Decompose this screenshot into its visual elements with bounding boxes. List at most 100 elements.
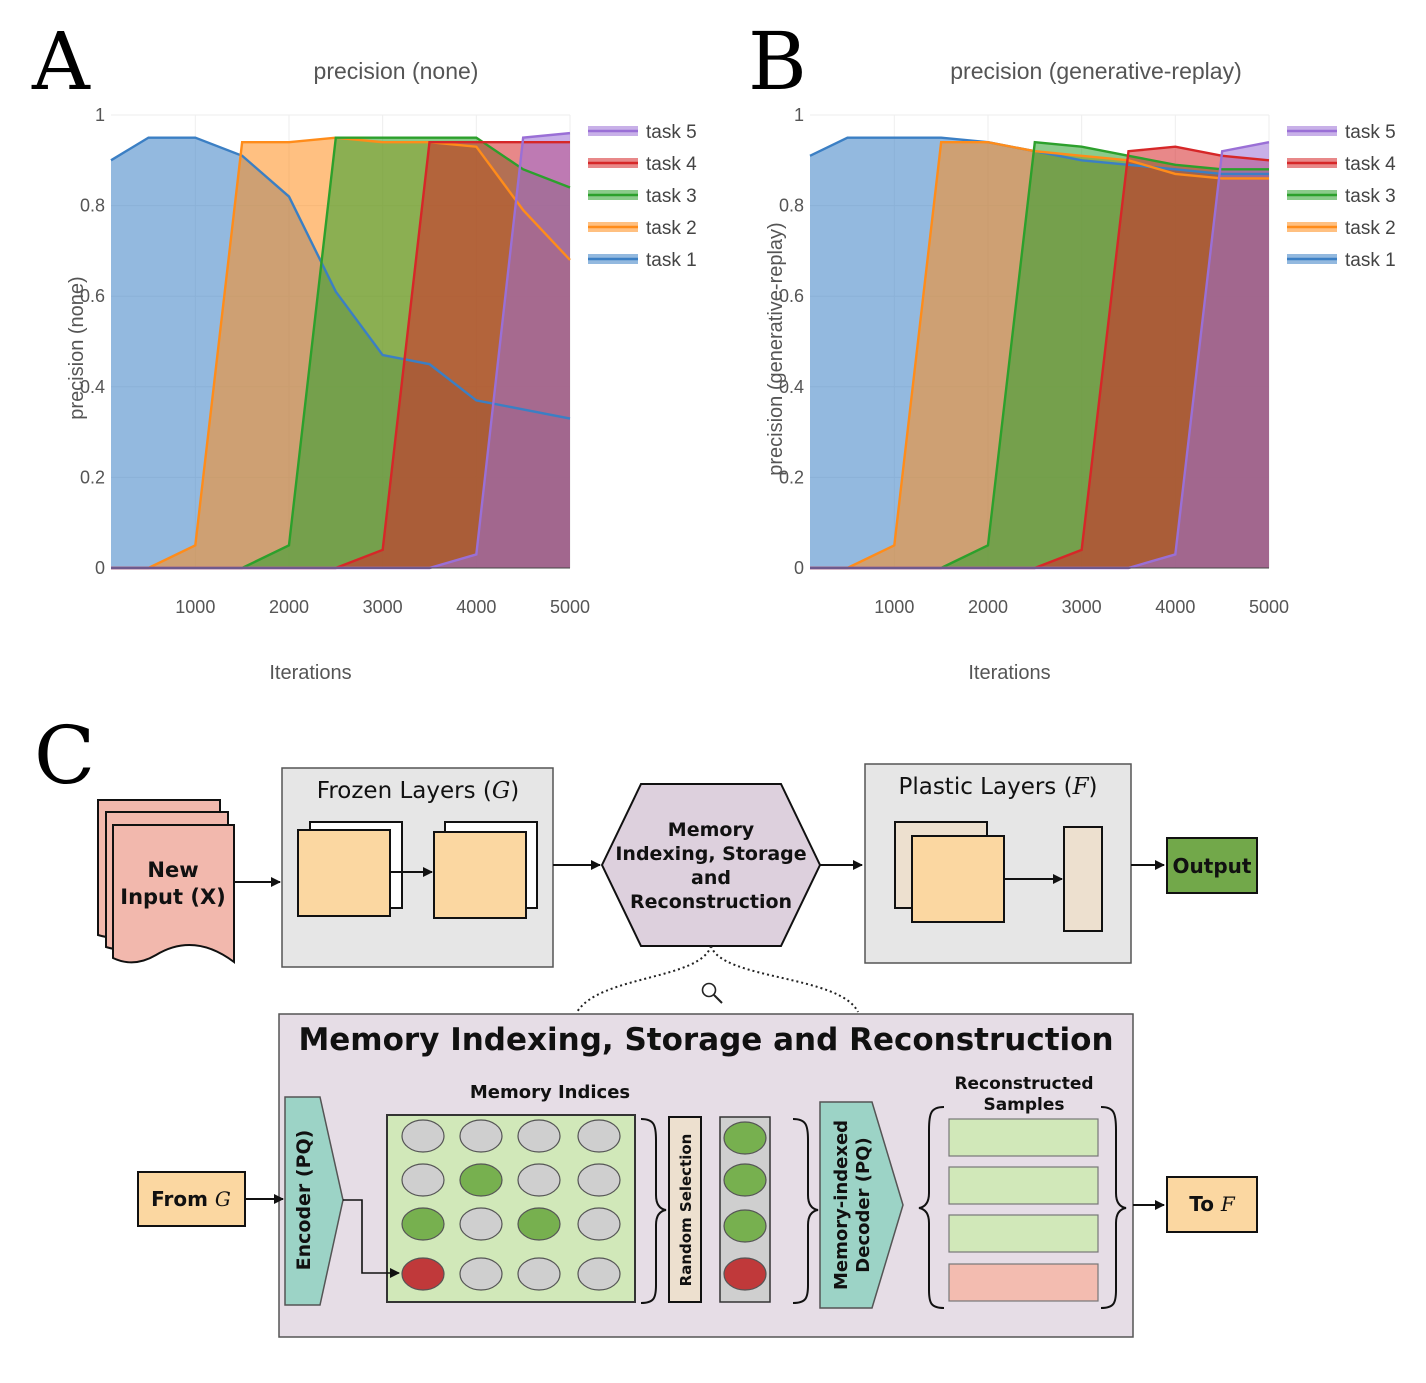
y-axis-label: precision (none) bbox=[66, 276, 88, 419]
memory-index-cell bbox=[401, 1207, 445, 1241]
memory-index-cell bbox=[577, 1257, 621, 1291]
frozen-layers-block: Frozen Layers (G) bbox=[281, 767, 554, 968]
chart-precision-none: 0 0.2 0.4 0.6 0.8 1 1000 2000 3000 4000 5000 precis… bbox=[66, 58, 697, 684]
decoder-shape bbox=[819, 1101, 904, 1309]
reconstructed-sample bbox=[948, 1214, 1099, 1253]
memory-hex-line-3: and bbox=[691, 867, 731, 889]
memory-index-cell bbox=[459, 1119, 503, 1153]
panel-label-a: A bbox=[32, 15, 90, 108]
chart-title: precision (generative-replay) bbox=[950, 58, 1241, 84]
memory-index-cell bbox=[401, 1163, 445, 1197]
reconstructed-sample bbox=[948, 1118, 1099, 1157]
legend-label: task 2 bbox=[646, 218, 697, 239]
legend-label: task 5 bbox=[646, 122, 697, 143]
magnifier-icon bbox=[701, 982, 723, 1004]
output-box: Output bbox=[1166, 837, 1258, 894]
memory-hex-line-1: Memory bbox=[668, 819, 755, 841]
reconstructed-sample bbox=[948, 1166, 1099, 1205]
y-tick-label: 0 bbox=[95, 558, 105, 578]
x-tick-label: 4000 bbox=[1155, 597, 1195, 617]
memory-index-cell bbox=[577, 1163, 621, 1197]
legend-label: task 1 bbox=[646, 250, 697, 271]
y-tick-label: 0.2 bbox=[80, 467, 105, 487]
selected-index-cell bbox=[723, 1257, 767, 1291]
memory-index-cell bbox=[517, 1257, 561, 1291]
memory-hex-line-4: Reconstruction bbox=[630, 891, 792, 913]
reconstructed-label-1: Reconstructed bbox=[954, 1074, 1093, 1094]
y-tick-label: 0 bbox=[794, 558, 804, 578]
memory-index-cell bbox=[401, 1257, 445, 1291]
random-selection-box bbox=[668, 1116, 702, 1303]
memory-index-cell bbox=[459, 1163, 503, 1197]
architecture-diagram: New Input (X) Frozen Layers (G) Memory I… bbox=[97, 763, 1258, 1338]
x-tick-label: 1000 bbox=[175, 597, 215, 617]
y-tick-label: 0.4 bbox=[779, 377, 804, 397]
charts-area: 0 0.2 0.4 0.6 0.8 1 1000 2000 3000 4000 5000 precis… bbox=[66, 58, 1396, 684]
brace-2 bbox=[792, 1118, 819, 1304]
memory-index-cell bbox=[577, 1119, 621, 1153]
plastic-layers-block: Plastic Layers (F) bbox=[864, 763, 1132, 964]
memory-index-cell bbox=[517, 1163, 561, 1197]
memory-indices-label: Memory Indices bbox=[470, 1082, 630, 1103]
y-tick-label: 1 bbox=[794, 105, 804, 125]
memory-hexagon: Memory Indexing, Storage and Reconstruct… bbox=[600, 783, 822, 947]
memory-detail-panel: Memory Indexing, Storage and Reconstruct… bbox=[278, 1013, 1134, 1338]
decoder-label-2: Decoder (PQ) bbox=[853, 1137, 874, 1272]
memory-index-cell bbox=[459, 1207, 503, 1241]
memory-index-cell bbox=[517, 1207, 561, 1241]
x-tick-label: 1000 bbox=[874, 597, 914, 617]
legend-label: task 3 bbox=[1345, 186, 1396, 207]
to-f-label: To F bbox=[1189, 1192, 1236, 1216]
x-tick-label: 4000 bbox=[456, 597, 496, 617]
memory-index-cell bbox=[459, 1257, 503, 1291]
area-task-5 bbox=[111, 133, 570, 568]
legend-label: task 2 bbox=[1345, 218, 1396, 239]
decoder-label-1: Memory-indexed bbox=[831, 1120, 852, 1290]
x-axis-label: Iterations bbox=[968, 662, 1050, 684]
output-label: Output bbox=[1173, 854, 1252, 878]
x-tick-label: 5000 bbox=[1249, 597, 1289, 617]
y-tick-label: 0.8 bbox=[779, 196, 804, 216]
panel-label-c: C bbox=[34, 709, 96, 802]
selected-index-cell bbox=[723, 1121, 767, 1155]
y-tick-label: 0.2 bbox=[779, 467, 804, 487]
new-input-block: New Input (X) bbox=[97, 799, 235, 964]
from-g-box: From G bbox=[137, 1171, 246, 1227]
panel-label-b: B bbox=[748, 15, 807, 108]
brace-1 bbox=[640, 1118, 667, 1304]
reconstructed-sample bbox=[948, 1263, 1099, 1302]
detail-title: Memory Indexing, Storage and Reconstruct… bbox=[298, 1022, 1113, 1058]
new-input-label-2: Input (X) bbox=[120, 885, 225, 909]
memory-hex-line-2: Indexing, Storage bbox=[615, 843, 806, 865]
area-task-4 bbox=[111, 142, 570, 568]
encoder-shape bbox=[284, 1096, 344, 1306]
memory-index-cell bbox=[401, 1119, 445, 1153]
reconstructed-label-2: Samples bbox=[983, 1095, 1064, 1115]
x-tick-label: 3000 bbox=[363, 597, 403, 617]
random-selection-label: Random Selection bbox=[677, 1134, 695, 1287]
x-tick-label: 2000 bbox=[968, 597, 1008, 617]
new-input-label-1: New bbox=[147, 858, 198, 882]
y-tick-label: 0.4 bbox=[80, 377, 105, 397]
area-task-4 bbox=[810, 146, 1269, 568]
brace-4 bbox=[1100, 1106, 1127, 1309]
brace-3 bbox=[918, 1106, 945, 1309]
selected-index-cell bbox=[723, 1163, 767, 1197]
legend-label: task 1 bbox=[1345, 250, 1396, 271]
memory-index-cell bbox=[577, 1207, 621, 1241]
y-tick-label: 0.6 bbox=[80, 286, 105, 306]
legend-label: task 4 bbox=[1345, 154, 1396, 175]
area-task-5 bbox=[810, 142, 1269, 568]
frozen-layers-title: Frozen Layers (G) bbox=[317, 778, 519, 804]
x-tick-label: 2000 bbox=[269, 597, 309, 617]
encoder-label: Encoder (PQ) bbox=[293, 1130, 315, 1271]
x-tick-label: 3000 bbox=[1062, 597, 1102, 617]
x-axis-label: Iterations bbox=[269, 662, 351, 684]
y-tick-label: 1 bbox=[95, 105, 105, 125]
legend-label: task 5 bbox=[1345, 122, 1396, 143]
memory-index-cell bbox=[517, 1119, 561, 1153]
x-tick-label: 5000 bbox=[550, 597, 590, 617]
chart-precision-generative-replay: 0 0.2 0.4 0.6 0.8 1 1000 2000 3000 4000 5000 precis… bbox=[765, 58, 1396, 684]
plastic-layers-title: Plastic Layers (F) bbox=[898, 774, 1097, 800]
chart-title: precision (none) bbox=[314, 58, 479, 84]
